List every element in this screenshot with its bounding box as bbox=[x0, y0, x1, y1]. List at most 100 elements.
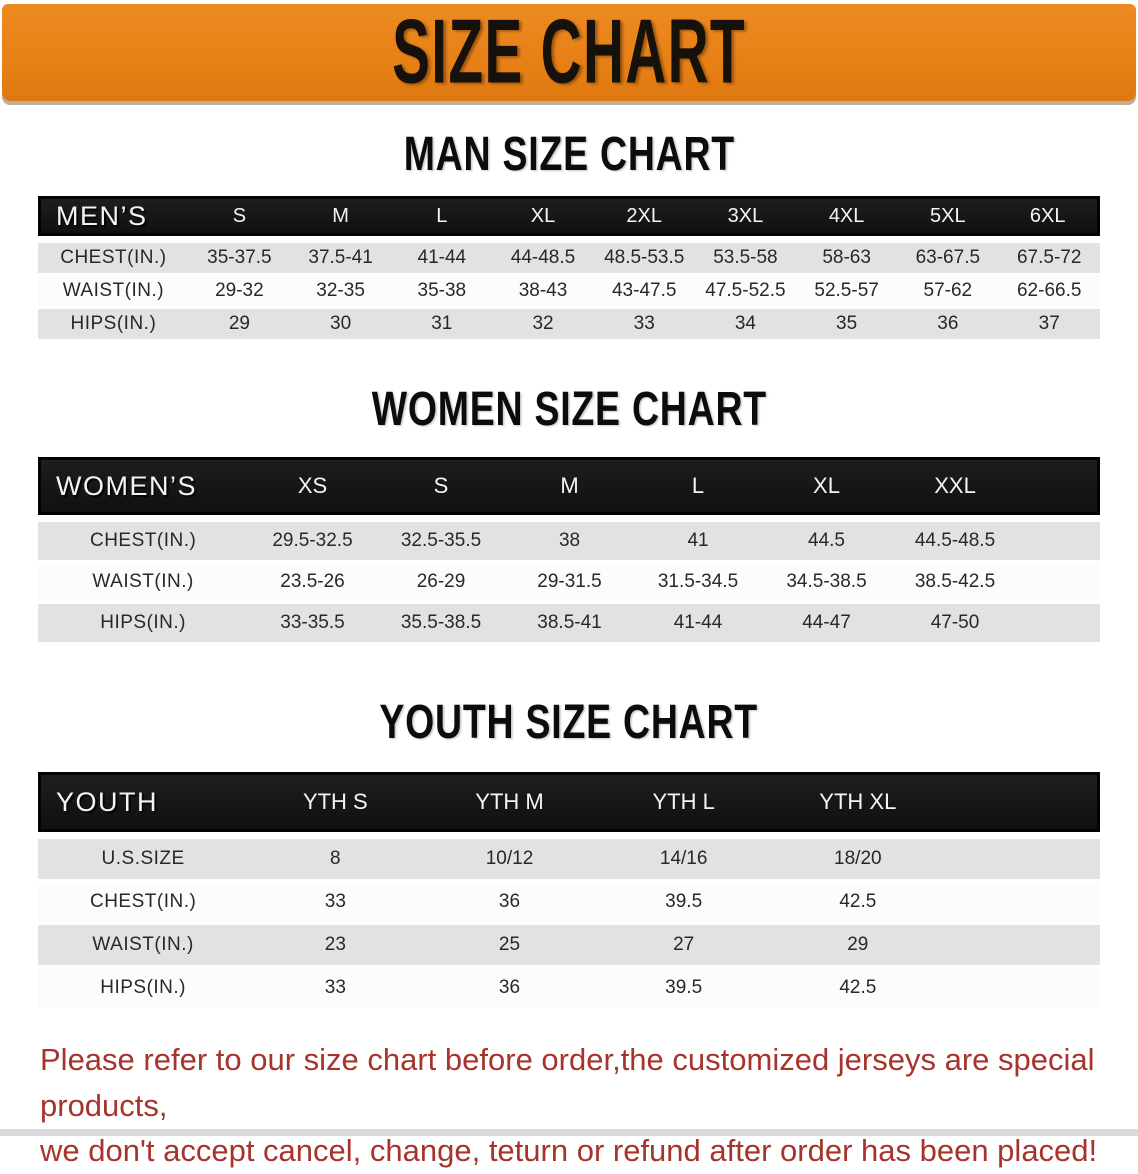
cell: 38.5-42.5 bbox=[890, 563, 1020, 604]
cell: 37.5-41 bbox=[290, 243, 392, 276]
header-spacer bbox=[1019, 457, 1100, 515]
col-header: S bbox=[188, 196, 290, 236]
men-size-table-wrap: MEN’S S M L XL 2XL 3XL 4XL 5XL 6XL CHEST… bbox=[38, 196, 1100, 342]
col-header: YTH L bbox=[596, 772, 771, 832]
cell: 36 bbox=[422, 968, 597, 1011]
cell: 8 bbox=[248, 839, 423, 882]
cell: 30 bbox=[290, 309, 392, 342]
men-header-row: MEN’S S M L XL 2XL 3XL 4XL 5XL 6XL bbox=[38, 196, 1100, 236]
cell: 35-38 bbox=[391, 276, 493, 309]
disclaimer-line-1: Please refer to our size chart before or… bbox=[40, 1042, 1095, 1123]
women-size-table-wrap: WOMEN’S XS S M L XL XXL CHEST(IN.) 29.5-… bbox=[38, 457, 1100, 645]
women-hips-row: HIPS(IN.) 33-35.5 35.5-38.5 38.5-41 41-4… bbox=[38, 604, 1100, 645]
cell: 43-47.5 bbox=[593, 276, 695, 309]
cell: 67.5-72 bbox=[998, 243, 1100, 276]
men-section-heading: MAN SIZE CHART bbox=[0, 127, 1138, 182]
youth-section-heading-text: YOUTH SIZE CHART bbox=[379, 696, 759, 749]
cell: 41-44 bbox=[391, 243, 493, 276]
col-header: YTH M bbox=[422, 772, 597, 832]
cell: 63-67.5 bbox=[897, 243, 999, 276]
header-spacer bbox=[944, 772, 1100, 832]
banner-title: SIZE CHART bbox=[392, 1, 746, 103]
col-header: 2XL bbox=[593, 196, 695, 236]
cell: 14/16 bbox=[596, 839, 771, 882]
cell: 62-66.5 bbox=[998, 276, 1100, 309]
cell: 37 bbox=[998, 309, 1100, 342]
col-header: L bbox=[633, 457, 763, 515]
cell: 58-63 bbox=[796, 243, 898, 276]
women-section-heading: WOMEN SIZE CHART bbox=[0, 382, 1138, 437]
col-header: XL bbox=[492, 196, 594, 236]
row-label: WAIST(IN.) bbox=[38, 563, 249, 604]
men-chest-row: CHEST(IN.) 35-37.5 37.5-41 41-44 44-48.5… bbox=[38, 243, 1100, 276]
cell-spacer bbox=[944, 968, 1100, 1011]
cell: 35.5-38.5 bbox=[376, 604, 506, 645]
cell: 25 bbox=[422, 925, 597, 968]
women-section-heading-text: WOMEN SIZE CHART bbox=[371, 383, 767, 436]
header-gap bbox=[38, 832, 1100, 839]
cell: 29 bbox=[188, 309, 290, 342]
cell: 34 bbox=[694, 309, 797, 342]
cell-spacer bbox=[944, 839, 1100, 882]
cell: 35 bbox=[796, 309, 898, 342]
cell: 27 bbox=[596, 925, 771, 968]
cell: 44.5-48.5 bbox=[890, 522, 1020, 563]
cell: 33 bbox=[593, 309, 695, 342]
row-label: CHEST(IN.) bbox=[38, 882, 249, 925]
cell: 41-44 bbox=[633, 604, 763, 645]
cell: 33 bbox=[248, 968, 423, 1011]
youth-hips-row: HIPS(IN.) 33 36 39.5 42.5 bbox=[38, 968, 1100, 1011]
size-chart-banner: SIZE CHART bbox=[2, 1, 1136, 103]
men-waist-row: WAIST(IN.) 29-32 32-35 35-38 38-43 43-47… bbox=[38, 276, 1100, 309]
cell: 42.5 bbox=[770, 882, 945, 925]
col-header: YTH S bbox=[248, 772, 423, 832]
women-size-table: WOMEN’S XS S M L XL XXL CHEST(IN.) 29.5-… bbox=[38, 457, 1100, 645]
cell: 38 bbox=[505, 522, 634, 563]
disclaimer: Please refer to our size chart before or… bbox=[40, 1037, 1100, 1174]
cell: 38-43 bbox=[492, 276, 594, 309]
cell: 29.5-32.5 bbox=[248, 522, 377, 563]
cell: 33-35.5 bbox=[248, 604, 377, 645]
men-section-heading-text: MAN SIZE CHART bbox=[403, 128, 735, 181]
col-header: XL bbox=[762, 457, 891, 515]
cell: 34.5-38.5 bbox=[762, 563, 891, 604]
youth-size-table-wrap: YOUTH YTH S YTH M YTH L YTH XL U.S.SIZE … bbox=[38, 772, 1100, 1011]
cell: 32.5-35.5 bbox=[376, 522, 506, 563]
header-gap bbox=[38, 515, 1100, 522]
youth-waist-row: WAIST(IN.) 23 25 27 29 bbox=[38, 925, 1100, 968]
cell: 36 bbox=[422, 882, 597, 925]
cell: 33 bbox=[248, 882, 423, 925]
cell: 10/12 bbox=[422, 839, 597, 882]
cell: 31 bbox=[391, 309, 493, 342]
row-label: U.S.SIZE bbox=[38, 839, 249, 882]
women-category-header: WOMEN’S bbox=[38, 457, 249, 515]
row-label: WAIST(IN.) bbox=[38, 276, 189, 309]
cell: 44-48.5 bbox=[492, 243, 594, 276]
cell: 38.5-41 bbox=[505, 604, 634, 645]
cell: 23 bbox=[248, 925, 423, 968]
cell-spacer bbox=[944, 925, 1100, 968]
women-waist-row: WAIST(IN.) 23.5-26 26-29 29-31.5 31.5-34… bbox=[38, 563, 1100, 604]
cell: 29 bbox=[770, 925, 945, 968]
col-header: 5XL bbox=[897, 196, 999, 236]
cell: 36 bbox=[897, 309, 999, 342]
cell: 35-37.5 bbox=[188, 243, 290, 276]
cell: 18/20 bbox=[770, 839, 945, 882]
col-header: 3XL bbox=[694, 196, 797, 236]
col-header: 4XL bbox=[796, 196, 898, 236]
cell: 57-62 bbox=[897, 276, 999, 309]
col-header: XXL bbox=[890, 457, 1020, 515]
youth-header-row: YOUTH YTH S YTH M YTH L YTH XL bbox=[38, 772, 1100, 832]
cell: 32-35 bbox=[290, 276, 392, 309]
cell-spacer bbox=[1019, 604, 1100, 645]
men-category-header: MEN’S bbox=[38, 196, 189, 236]
cell-spacer bbox=[1019, 563, 1100, 604]
col-header: L bbox=[391, 196, 493, 236]
cell: 29-32 bbox=[188, 276, 290, 309]
cell: 32 bbox=[492, 309, 594, 342]
cell-spacer bbox=[944, 882, 1100, 925]
row-label: WAIST(IN.) bbox=[38, 925, 249, 968]
cell: 39.5 bbox=[596, 882, 771, 925]
cell-spacer bbox=[1019, 522, 1100, 563]
cell: 47-50 bbox=[890, 604, 1020, 645]
